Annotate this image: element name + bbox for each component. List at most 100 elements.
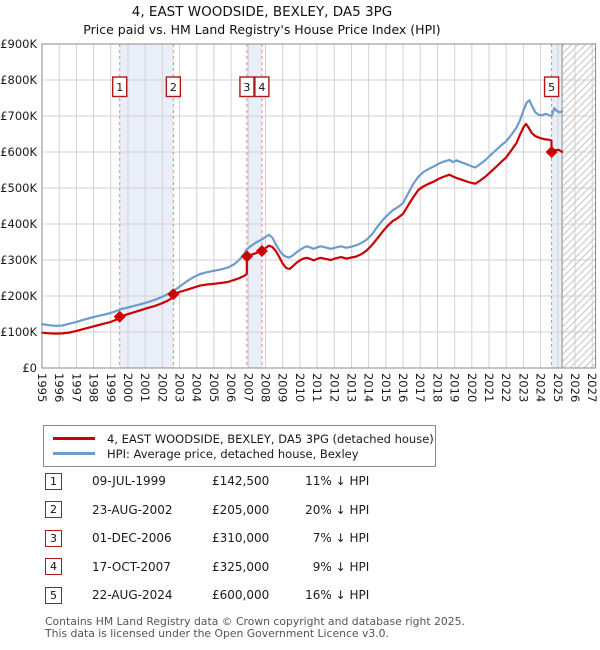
sales-table: 1 09-JUL-1999 £142,500 11% ↓ HPI 2 23-AUG-200… <box>45 471 475 614</box>
hpi-line-swatch <box>53 452 95 455</box>
x-axis-label: 1995 <box>35 373 49 402</box>
x-axis-label: 2014 <box>362 373 376 402</box>
future-hatched-region <box>562 44 596 368</box>
x-axis-label: 2021 <box>482 373 496 402</box>
sale-number-callout-label: 3 <box>243 81 250 94</box>
sale-row: 4 17-OCT-2007 £325,000 9% ↓ HPI <box>45 557 475 577</box>
y-axis-label: £800K <box>0 73 37 87</box>
plot-border <box>41 43 597 369</box>
x-axis-label: 2004 <box>190 373 204 402</box>
x-axis-label: 2006 <box>224 373 238 402</box>
sale-date: 22-AUG-2024 <box>92 588 173 602</box>
sale-number-callout-label: 5 <box>548 81 555 94</box>
legend-row-price: 4, EAST WOODSIDE, BEXLEY, DA5 3PG (detac… <box>53 431 434 446</box>
x-axis-label: 2003 <box>173 373 187 402</box>
x-axis-label: 1998 <box>87 373 101 402</box>
sale-price: £205,000 <box>212 502 270 517</box>
y-axis-label: £700K <box>0 109 37 123</box>
x-axis-label: 2008 <box>259 373 273 402</box>
sale-number-callout-label: 4 <box>258 81 265 94</box>
price-paid-line <box>40 122 564 335</box>
x-axis-label: 2016 <box>396 373 410 402</box>
license-footer: Contains HM Land Registry data © Crown c… <box>45 616 465 639</box>
sale-number-callout-box <box>254 76 270 98</box>
sale-marker-diamond <box>240 250 253 263</box>
sale-number-callout-box <box>165 76 182 98</box>
sale-row: 2 23-AUG-2002 £205,000 20% ↓ HPI <box>45 500 475 520</box>
sale-marker-diamond <box>113 310 126 323</box>
sale-marker-diamond <box>545 146 558 158</box>
x-axis-label: 2015 <box>379 373 393 402</box>
y-axis-label: £100K <box>0 325 37 339</box>
sale-row: 5 22-AUG-2024 £600,000 16% ↓ HPI <box>45 585 475 605</box>
footer-line-2: This data is licensed under the Open Gov… <box>45 626 389 640</box>
ownership-band <box>246 44 262 368</box>
legend-row-hpi: HPI: Average price, detached house, Bexl… <box>53 446 429 461</box>
sale-row: 3 01-DEC-2006 £310,000 7% ↓ HPI <box>45 528 475 548</box>
x-axis-label: 2026 <box>568 373 582 402</box>
x-axis-label: 2010 <box>293 373 307 402</box>
y-axis-label: £200K <box>0 289 37 303</box>
sale-number-callout-label: 1 <box>116 81 123 94</box>
x-axis-label: 2018 <box>430 373 444 402</box>
x-axis-label: 1996 <box>52 373 66 402</box>
x-axis-label: 2000 <box>121 373 135 402</box>
price-history-chart: 1 2 3 4 5 £0 £100K £200K £300K £400K £500K £600K £70… <box>0 37 599 402</box>
x-axis-label: 2001 <box>138 373 152 402</box>
sale-marker-diamond <box>255 245 268 257</box>
sale-number-box: 2 <box>45 501 62 518</box>
y-axis-label: £0 <box>22 361 37 375</box>
x-axis-label: 2005 <box>207 373 221 402</box>
y-axis-label: £300K <box>0 253 37 267</box>
x-axis-label: 1997 <box>69 373 83 402</box>
sale-hpi-delta: 9% ↓ HPI <box>312 559 370 574</box>
sale-price: £600,000 <box>212 588 270 602</box>
sale-marker-diamond <box>167 288 180 301</box>
sale-hpi-delta: 11% ↓ HPI <box>305 474 370 488</box>
x-axis-label: 2007 <box>241 373 255 402</box>
price-line-swatch <box>53 437 95 440</box>
x-axis-label: 2002 <box>155 373 169 402</box>
sale-hpi-delta: 20% ↓ HPI <box>305 502 370 517</box>
x-axis-label: 2017 <box>413 373 427 402</box>
sale-price: £310,000 <box>212 531 270 545</box>
legend-label-hpi: HPI: Average price, detached house, Bexl… <box>107 446 359 461</box>
x-axis-label: 2012 <box>327 373 341 402</box>
y-axis-label: £400K <box>0 217 37 231</box>
hpi-line <box>40 99 564 327</box>
sale-date: 01-DEC-2006 <box>92 531 172 545</box>
x-axis-label: 1999 <box>104 373 118 402</box>
page-title: 4, EAST WOODSIDE, BEXLEY, DA5 3PG <box>131 4 393 20</box>
legend-label-price: 4, EAST WOODSIDE, BEXLEY, DA5 3PG (detac… <box>107 431 434 446</box>
x-axis-label: 2020 <box>465 373 479 402</box>
sale-date: 09-JUL-1999 <box>92 474 166 488</box>
sale-number-callout-box <box>543 76 560 98</box>
sale-number-callout-box <box>112 76 128 98</box>
y-axis-label: £500K <box>0 181 37 195</box>
sale-price: £325,000 <box>212 559 270 574</box>
y-axis-label: £900K <box>0 37 37 51</box>
page-subtitle: Price paid vs. HM Land Registry's House … <box>83 22 441 37</box>
ownership-band <box>551 44 563 368</box>
chart-legend: 4, EAST WOODSIDE, BEXLEY, DA5 3PG (detac… <box>43 425 436 467</box>
x-axis-label: 2013 <box>344 373 358 402</box>
sale-number-callout-label: 2 <box>170 81 177 94</box>
footer-line-1: Contains HM Land Registry data © Crown c… <box>45 615 465 628</box>
x-axis-label: 2011 <box>310 373 324 402</box>
sale-number-box: 3 <box>45 529 62 547</box>
sale-number-box: 4 <box>45 558 62 575</box>
x-axis-label: 2027 <box>585 373 599 402</box>
sale-number-box: 5 <box>45 586 62 604</box>
sale-row: 1 09-JUL-1999 £142,500 11% ↓ HPI <box>45 471 475 491</box>
sale-number-box: 1 <box>45 472 62 490</box>
sale-number-callout-box <box>239 76 255 98</box>
sale-date: 17-OCT-2007 <box>92 559 171 574</box>
x-axis-label: 2019 <box>448 373 462 402</box>
sale-hpi-delta: 7% ↓ HPI <box>312 531 370 545</box>
x-axis-label: 2022 <box>499 373 513 402</box>
x-axis-label: 2023 <box>516 373 530 402</box>
y-axis-label: £600K <box>0 145 37 159</box>
x-axis-label: 2009 <box>276 373 290 402</box>
sale-hpi-delta: 16% ↓ HPI <box>305 588 370 602</box>
